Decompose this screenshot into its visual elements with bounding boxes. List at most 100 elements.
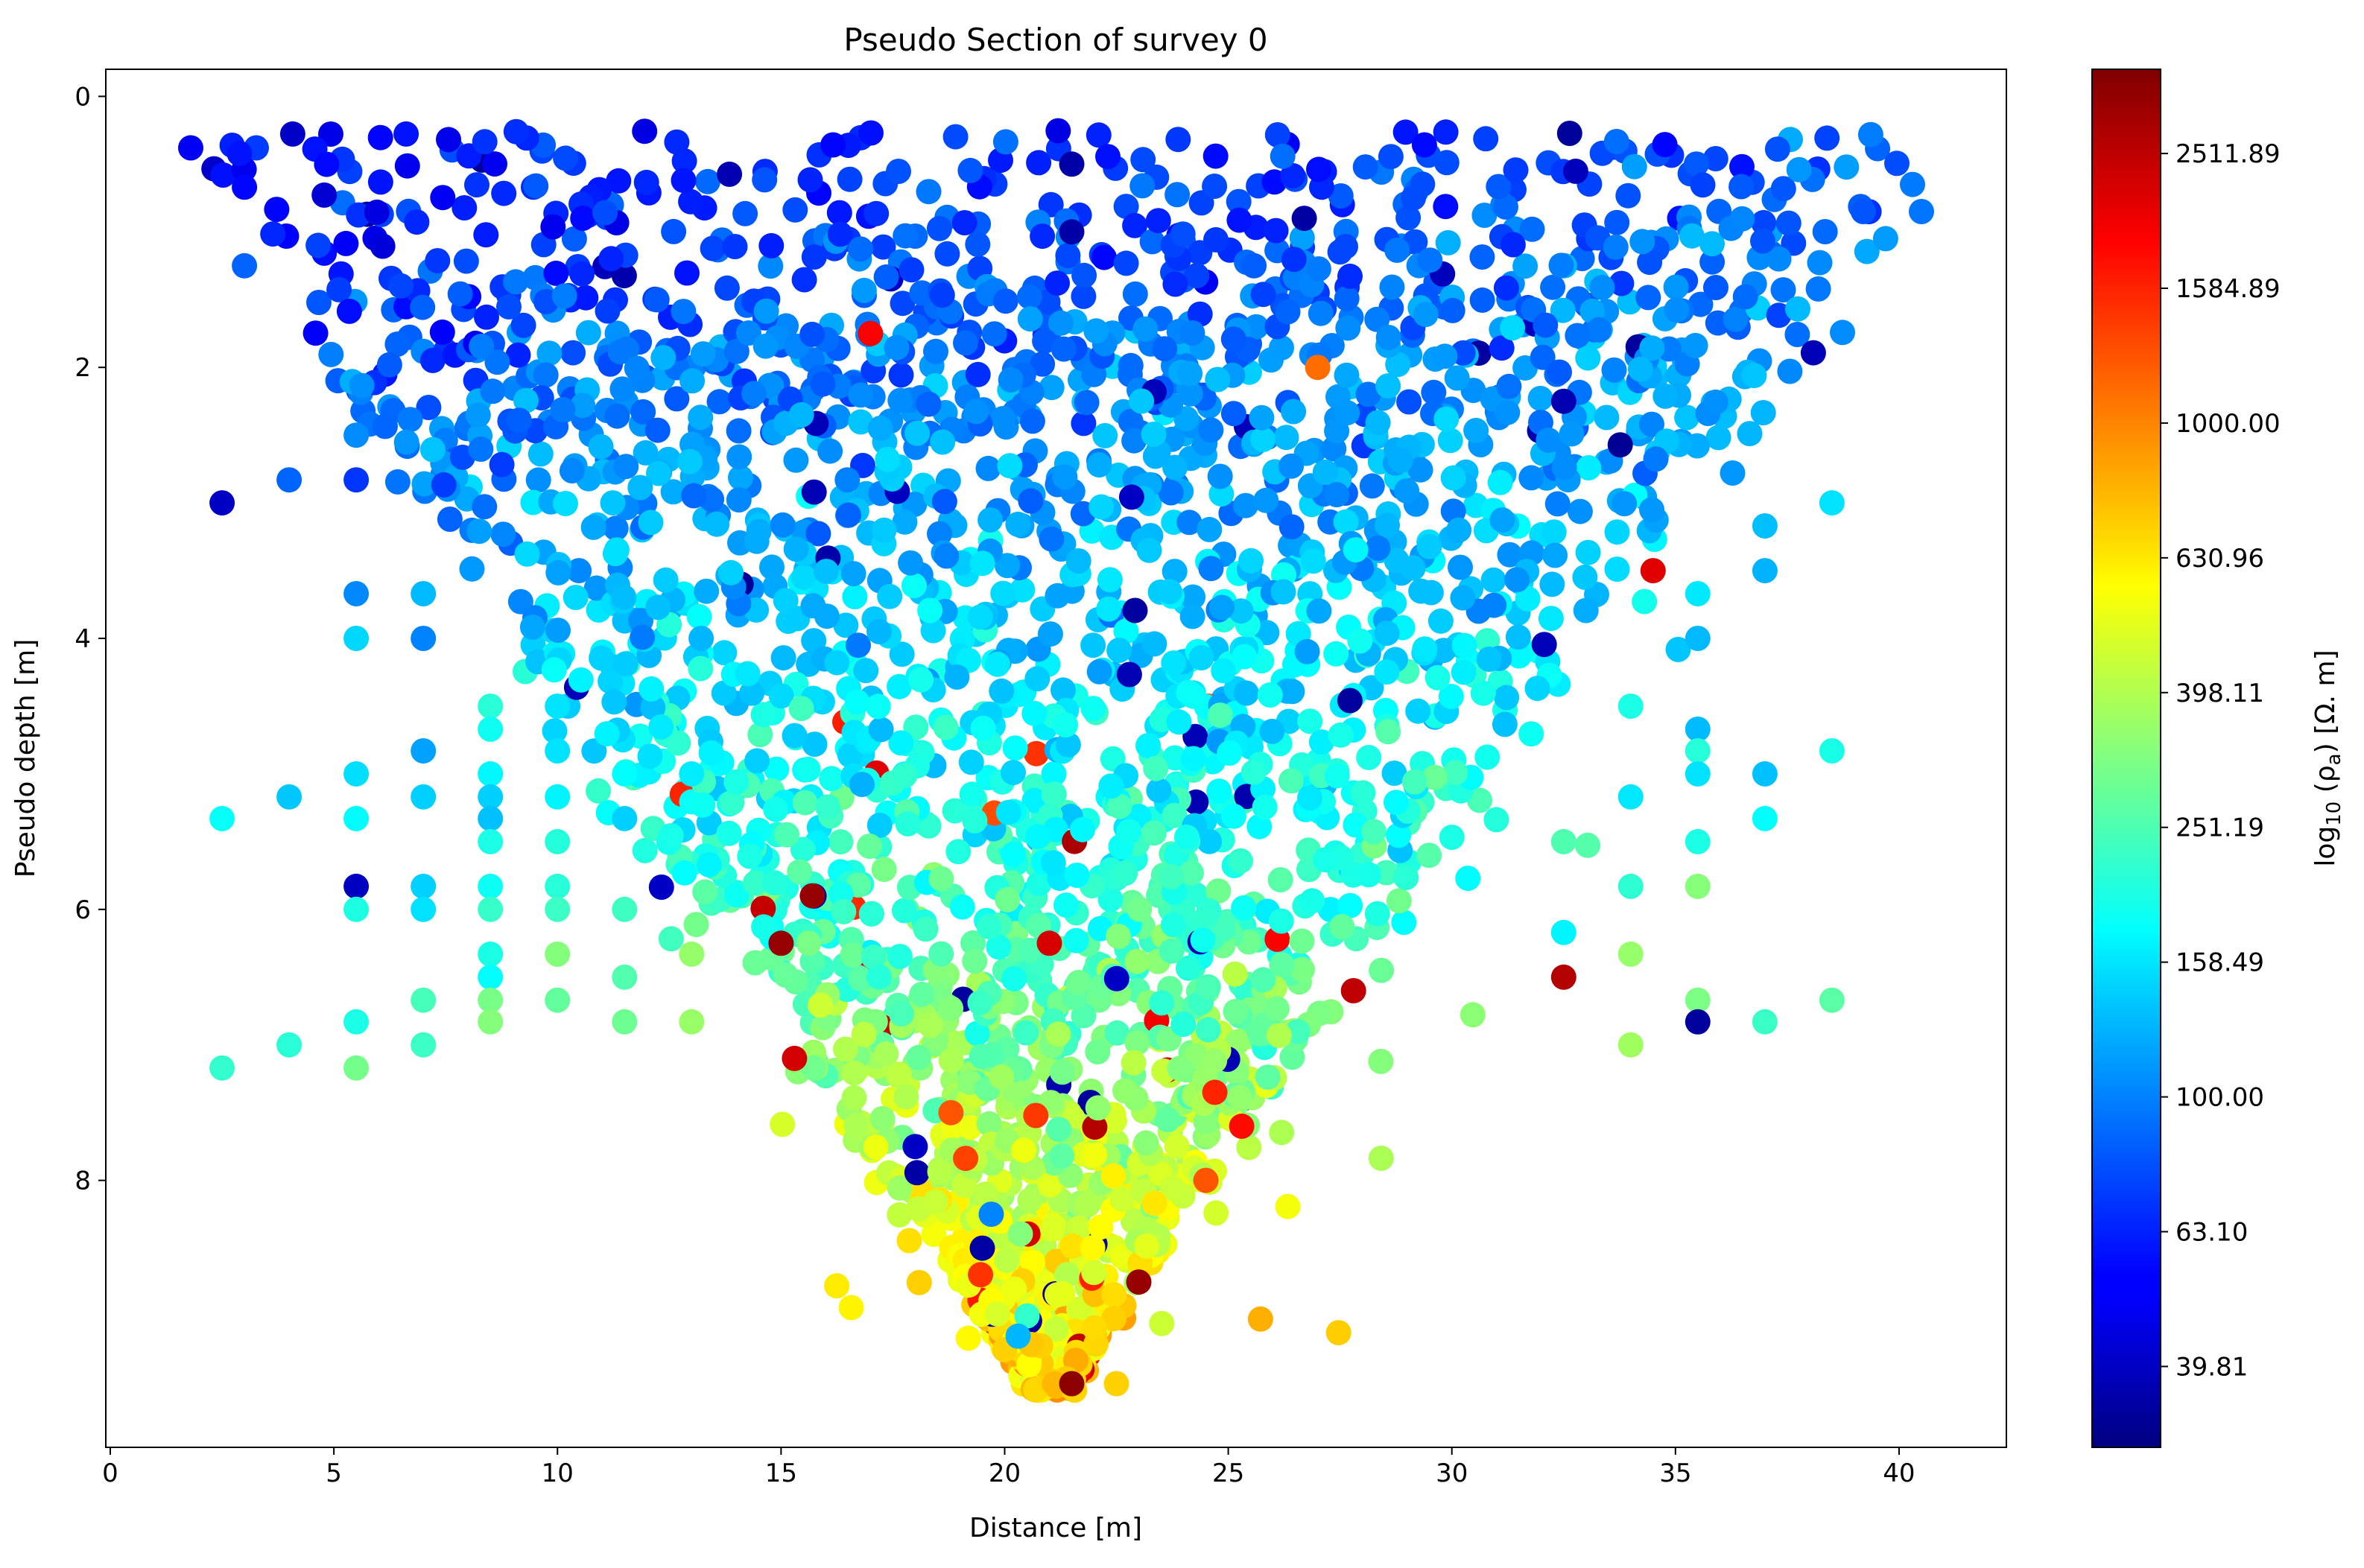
data-point (700, 235, 726, 261)
data-point (1355, 381, 1381, 407)
data-point (1347, 628, 1373, 654)
data-point (560, 340, 586, 366)
data-point (1170, 1012, 1197, 1038)
data-point (853, 658, 879, 684)
data-point (478, 896, 504, 922)
data-point (686, 603, 712, 629)
data-point (1101, 1306, 1126, 1332)
data-point (726, 418, 752, 444)
data-point (536, 340, 563, 366)
data-point (1723, 306, 1749, 332)
data-point (1002, 735, 1028, 761)
data-point (411, 626, 437, 651)
data-point (419, 437, 446, 463)
data-point (513, 387, 539, 413)
data-point (1407, 457, 1433, 483)
data-point (588, 434, 614, 460)
data-point (681, 483, 707, 509)
x-tick-label: 5 (326, 1459, 342, 1488)
data-point (1483, 807, 1509, 833)
data-point (1306, 156, 1331, 182)
data-point (1305, 256, 1331, 282)
data-point (1139, 229, 1165, 255)
data-point (790, 837, 816, 863)
data-point (714, 275, 740, 301)
data-point (920, 618, 946, 644)
data-point (1074, 1192, 1100, 1218)
data-point (1752, 558, 1778, 584)
y-tick-label: 2 (75, 353, 91, 383)
data-point (1162, 271, 1188, 297)
data-point (858, 320, 884, 346)
data-point (1026, 150, 1052, 176)
data-point (1603, 129, 1629, 154)
data-point (945, 839, 972, 865)
data-point (1685, 761, 1711, 787)
data-point (782, 1045, 808, 1071)
data-point (1489, 335, 1515, 361)
data-point (1038, 191, 1064, 218)
data-point (1118, 484, 1144, 510)
data-point (1333, 509, 1359, 535)
data-point (992, 288, 1018, 314)
data-point (1159, 1175, 1185, 1202)
data-point (1032, 328, 1058, 354)
data-point (840, 561, 866, 587)
data-point (638, 510, 664, 536)
data-point (922, 1189, 948, 1215)
data-point (1494, 685, 1520, 711)
data-point (1542, 542, 1568, 568)
chart-title: Pseudo Section of survey 0 (843, 22, 1267, 58)
data-point (1253, 487, 1279, 513)
data-point (370, 233, 396, 259)
data-point (1433, 406, 1460, 432)
data-point (1391, 910, 1417, 936)
data-point (679, 1009, 705, 1035)
data-point (955, 1325, 981, 1351)
data-point (1021, 700, 1048, 726)
data-point (1162, 454, 1188, 480)
data-point (1703, 275, 1728, 300)
data-point (568, 667, 594, 693)
data-point (1437, 428, 1463, 454)
data-point (1506, 643, 1532, 669)
data-point (1752, 1009, 1778, 1035)
data-point (474, 304, 499, 330)
data-point (1384, 237, 1410, 263)
data-point (1652, 383, 1679, 409)
data-point (995, 799, 1021, 825)
data-point (478, 964, 504, 990)
data-point (1308, 729, 1334, 755)
data-point (1770, 176, 1796, 202)
data-point (1086, 452, 1112, 478)
data-point (1589, 274, 1615, 300)
data-point (1037, 621, 1063, 647)
data-point (1291, 206, 1317, 232)
data-point (1206, 778, 1232, 804)
data-point (899, 257, 925, 283)
data-point (209, 805, 235, 831)
data-point (478, 828, 504, 854)
data-point (1425, 664, 1451, 691)
data-point (1548, 253, 1574, 279)
data-point (1249, 404, 1275, 431)
data-point (841, 1060, 867, 1086)
data-point (679, 761, 705, 787)
data-point (1278, 514, 1305, 540)
data-point (306, 290, 332, 315)
data-point (1001, 760, 1026, 786)
data-point (739, 680, 764, 706)
data-point (1604, 209, 1630, 235)
data-point (1562, 158, 1588, 184)
data-point (376, 352, 402, 378)
data-point (743, 870, 768, 896)
data-point (1059, 1233, 1086, 1259)
data-point (411, 896, 437, 922)
data-point (633, 169, 659, 195)
data-point (1884, 150, 1910, 177)
data-point (1083, 318, 1109, 344)
data-point (1430, 638, 1457, 664)
data-point (232, 253, 258, 279)
data-point (696, 851, 722, 877)
data-point (1259, 718, 1285, 744)
